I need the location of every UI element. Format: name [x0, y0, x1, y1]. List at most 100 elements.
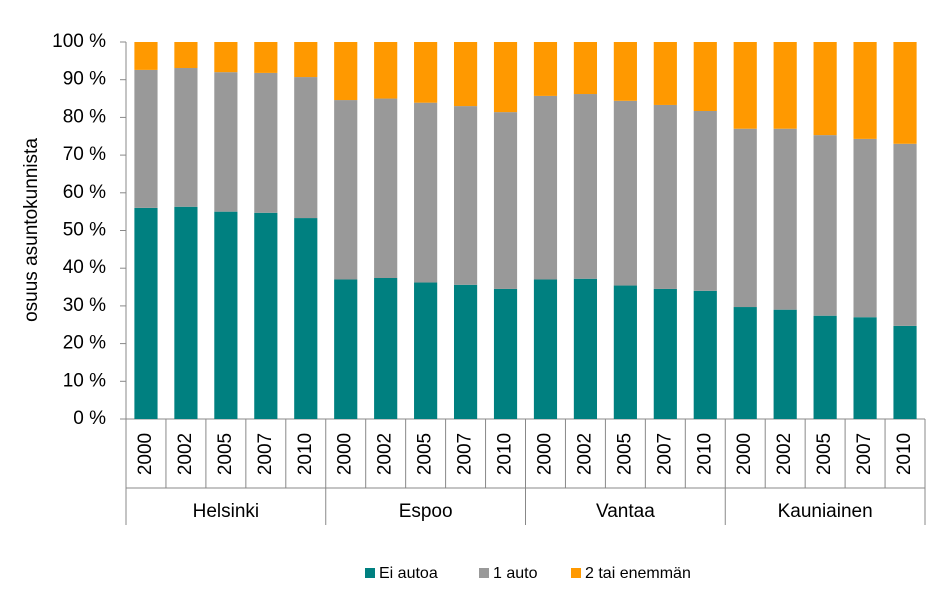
y-tick-label: 0 %	[73, 408, 106, 429]
bar-segment	[693, 110, 717, 291]
group-label: Helsinki	[193, 501, 260, 522]
x-tick-label: 2010	[694, 433, 715, 475]
x-tick-label: 2000	[734, 433, 755, 475]
bar-segment	[294, 218, 318, 419]
bar-segment	[693, 290, 717, 419]
legend-swatch	[479, 568, 489, 578]
y-tick-label: 90 %	[63, 69, 106, 90]
bar-segment	[493, 112, 518, 289]
bar-segment	[773, 309, 797, 419]
bar-segment	[733, 42, 757, 129]
bar-segment	[294, 42, 318, 78]
bar-segment	[613, 100, 637, 286]
group-label: Espoo	[399, 501, 453, 522]
bar-segment	[334, 42, 358, 101]
bar-segment	[573, 278, 598, 419]
bar-segment	[653, 104, 677, 289]
bar-segment	[853, 138, 877, 318]
legend-label: 2 tai enemmän	[585, 565, 691, 582]
bar-segment	[174, 68, 198, 207]
legend-swatch	[571, 568, 581, 578]
x-tick-label: 2010	[894, 433, 915, 475]
bar-segment	[374, 98, 398, 279]
bar-segment	[174, 206, 198, 419]
x-tick-label: 2005	[614, 433, 635, 475]
bar-segment	[653, 288, 677, 419]
bar-segment	[134, 207, 158, 419]
bar-segment	[853, 42, 877, 139]
bar-segment	[134, 69, 158, 208]
bar-segment	[214, 72, 238, 212]
bar-segment	[813, 135, 837, 316]
bar-segment	[414, 282, 438, 419]
x-tick-label: 2010	[495, 433, 516, 475]
x-tick-label: 2007	[854, 433, 875, 475]
x-tick-label: 2005	[415, 433, 436, 475]
x-tick-label: 2002	[774, 433, 795, 475]
bar-segment	[733, 128, 757, 308]
bar-segment	[214, 42, 238, 73]
x-tick-label: 2000	[135, 433, 156, 475]
bar-segment	[533, 279, 558, 419]
bar-segment	[693, 42, 717, 111]
x-tick-label: 2000	[335, 433, 356, 475]
x-tick-label: 2007	[255, 433, 276, 475]
bar-segment	[134, 42, 158, 70]
bar-segment	[254, 72, 278, 213]
bar-segment	[254, 42, 278, 73]
group-label: Kauniainen	[778, 501, 873, 522]
x-tick-label: 2002	[375, 433, 396, 475]
bar-segment	[214, 211, 238, 419]
bar-segment	[334, 279, 358, 419]
y-tick-label: 50 %	[63, 220, 106, 241]
bar-segment	[294, 77, 318, 219]
bar-segment	[813, 42, 837, 136]
bar-segment	[773, 128, 797, 310]
y-tick-label: 10 %	[63, 370, 106, 391]
bar-segment	[453, 284, 478, 419]
y-tick-label: 70 %	[63, 144, 106, 165]
bar-segment	[573, 42, 598, 95]
bar-segment	[374, 42, 398, 99]
bar-segment	[893, 42, 917, 144]
bar-segment	[533, 42, 558, 96]
bar-segment	[613, 42, 637, 101]
x-tick-label: 2002	[574, 433, 595, 475]
bar-segment	[893, 143, 917, 326]
bar-segment	[573, 94, 598, 279]
x-tick-label: 2007	[654, 433, 675, 475]
y-tick-label: 80 %	[63, 106, 106, 127]
bar-segment	[813, 315, 837, 419]
bar-segment	[493, 288, 518, 419]
y-tick-label: 30 %	[63, 295, 106, 316]
x-tick-label: 2010	[295, 433, 316, 475]
bar-segment	[613, 285, 637, 419]
bar-segment	[493, 42, 518, 113]
bar-segment	[414, 42, 438, 103]
x-tick-label: 2005	[814, 433, 835, 475]
bar-segment	[334, 100, 358, 280]
legend-label: 1 auto	[493, 565, 538, 582]
y-axis-label: osuus asuntokunnista	[21, 138, 42, 322]
bar-segment	[453, 42, 478, 107]
group-label: Vantaa	[596, 501, 655, 522]
bar-segment	[893, 325, 917, 419]
bar-segment	[853, 317, 877, 419]
y-tick-label: 40 %	[63, 257, 106, 278]
legend-label: Ei autoa	[379, 565, 438, 582]
legend-swatch	[365, 568, 375, 578]
x-tick-label: 2007	[455, 433, 476, 475]
bar-segment	[773, 42, 797, 129]
y-tick-label: 100 %	[52, 31, 106, 52]
bar-segment	[533, 95, 558, 280]
y-tick-label: 60 %	[63, 182, 106, 203]
bar-segment	[453, 106, 478, 285]
x-tick-label: 2005	[215, 433, 236, 475]
bar-segment	[653, 42, 677, 105]
bar-segment	[174, 42, 198, 69]
bar-segment	[254, 212, 278, 419]
bar-segment	[733, 307, 757, 419]
bar-segment	[374, 278, 398, 419]
bar-segment	[414, 102, 438, 283]
